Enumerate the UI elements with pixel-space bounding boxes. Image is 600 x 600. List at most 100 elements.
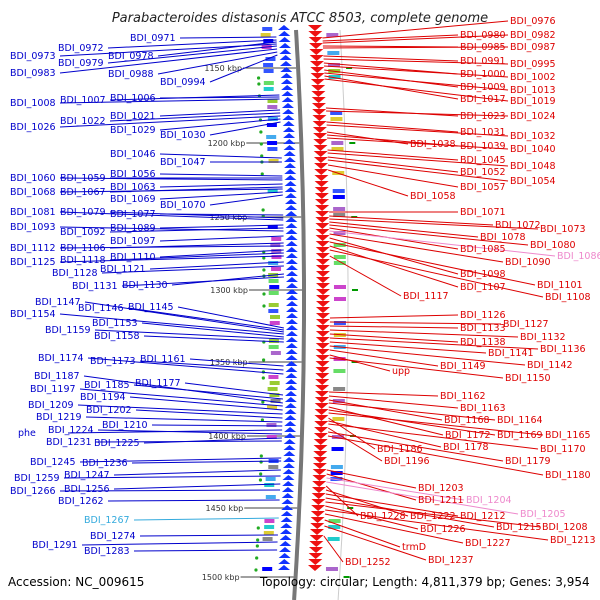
left-gene-label: BDI_0983 bbox=[10, 68, 56, 79]
gene-feature bbox=[270, 351, 281, 355]
left-gene-label: BDI_1060 bbox=[10, 173, 56, 184]
left-leader-line bbox=[209, 194, 283, 206]
right-gene-label: BDI_1127 bbox=[503, 319, 549, 330]
left-gene-label: BDI_1077 bbox=[110, 209, 156, 220]
right-leader-line bbox=[329, 321, 502, 325]
reverse-gene-arrow bbox=[313, 145, 328, 151]
right-gene-label: BDI_1149 bbox=[440, 361, 486, 372]
gene-dot bbox=[261, 400, 265, 404]
reverse-gene-arrow bbox=[314, 181, 329, 187]
right-gene-label: BDI_1169 bbox=[497, 430, 543, 441]
reverse-gene-arrow bbox=[315, 379, 330, 385]
left-leader-line bbox=[159, 109, 281, 117]
forward-gene-arrow bbox=[285, 277, 298, 282]
right-leader-line bbox=[325, 107, 459, 117]
gene-feature bbox=[269, 393, 280, 397]
reverse-gene-arrow bbox=[315, 241, 330, 247]
forward-gene-arrow bbox=[277, 565, 290, 570]
left-gene-label: BDI_1283 bbox=[84, 546, 130, 557]
reverse-gene-arrow bbox=[313, 451, 328, 457]
right-leader-line bbox=[326, 481, 519, 515]
reverse-gene-arrow bbox=[313, 133, 328, 139]
right-leader-line bbox=[329, 237, 459, 275]
left-leader-line bbox=[109, 252, 284, 261]
right-gene-label: BDI_1211 bbox=[418, 495, 464, 506]
left-leader-line bbox=[127, 307, 284, 331]
forward-gene-arrow bbox=[281, 103, 294, 108]
right-leader-line bbox=[328, 399, 443, 421]
gene-feature bbox=[332, 195, 345, 199]
right-leader-line bbox=[325, 505, 419, 530]
reverse-gene-arrow bbox=[315, 313, 330, 319]
left-leader-line bbox=[97, 429, 283, 435]
gene-feature bbox=[332, 399, 345, 403]
right-leader-line bbox=[322, 45, 459, 48]
gene-feature bbox=[269, 381, 280, 385]
reverse-gene-arrow bbox=[312, 115, 327, 121]
forward-gene-arrow bbox=[285, 211, 298, 216]
left-leader-line bbox=[157, 41, 277, 57]
gene-feature bbox=[269, 321, 280, 325]
left-leader-line bbox=[133, 549, 278, 552]
right-leader-line bbox=[328, 420, 442, 448]
right-gene-label: BDI_1002 bbox=[510, 72, 556, 83]
right-leader-line bbox=[322, 34, 509, 44]
right-leader-line bbox=[326, 110, 509, 117]
forward-gene-arrow bbox=[285, 373, 298, 378]
reverse-gene-arrow bbox=[314, 169, 329, 175]
forward-gene-arrow bbox=[284, 193, 297, 198]
right-gene-label: BDI_1213 bbox=[550, 535, 596, 546]
right-leader-line bbox=[329, 230, 556, 257]
gene-feature bbox=[271, 237, 282, 241]
right-gene-label: BDI_1179 bbox=[505, 456, 551, 467]
accession-text: Accession: NC_009615 bbox=[8, 575, 144, 589]
left-gene-label: BDI_1266 bbox=[10, 486, 56, 497]
left-gene-label: BDI_1008 bbox=[10, 98, 56, 109]
left-gene-label: BDI_1197 bbox=[30, 384, 76, 395]
right-leader-line bbox=[329, 221, 479, 238]
forward-gene-arrow bbox=[283, 433, 296, 438]
reverse-gene-arrow bbox=[315, 265, 330, 271]
left-gene-label: BDI_1131 bbox=[72, 281, 118, 292]
forward-gene-arrow bbox=[284, 409, 297, 414]
left-gene-label: BDI_1224 bbox=[48, 425, 94, 436]
right-gene-label: BDI_1228 bbox=[360, 511, 406, 522]
left-leader-line bbox=[83, 375, 283, 404]
reverse-gene-arrow bbox=[315, 385, 330, 391]
left-gene-label: BDI_1219 bbox=[36, 412, 82, 423]
forward-gene-arrow bbox=[281, 91, 294, 96]
forward-gene-arrow bbox=[285, 259, 298, 264]
forward-gene-arrow bbox=[283, 151, 296, 156]
left-gene-label: BDI_1274 bbox=[90, 531, 136, 542]
gene-feature bbox=[267, 387, 278, 391]
reverse-gene-arrow bbox=[313, 139, 328, 145]
forward-gene-arrow bbox=[285, 367, 298, 372]
kbp-label: 1400 kbp bbox=[208, 432, 246, 441]
right-gene-label: BDI_1032 bbox=[510, 131, 556, 142]
left-leader-line bbox=[59, 48, 278, 74]
right-gene-label: BDI_1164 bbox=[497, 415, 543, 426]
gene-feature bbox=[267, 225, 278, 229]
reverse-gene-arrow bbox=[313, 439, 328, 445]
gene-dot bbox=[259, 130, 263, 134]
forward-gene-arrow bbox=[280, 511, 293, 516]
right-leader-line bbox=[329, 357, 504, 379]
forward-gene-arrow bbox=[284, 397, 297, 402]
reverse-gene-arrow bbox=[308, 37, 323, 43]
right-gene-label: BDI_1163 bbox=[460, 403, 506, 414]
reverse-gene-arrow bbox=[312, 127, 327, 133]
gene-dot bbox=[257, 82, 261, 86]
right-leader-line bbox=[329, 337, 539, 350]
left-leader-line bbox=[209, 54, 278, 83]
kbp-label: 1500 kbp bbox=[202, 573, 240, 582]
left-gene-label: BDI_1007 bbox=[60, 95, 106, 106]
forward-gene-arrow bbox=[284, 181, 297, 186]
left-gene-label: BDI_1153 bbox=[92, 318, 138, 329]
reverse-gene-arrow bbox=[315, 229, 330, 235]
right-gene-label: BDI_1023 bbox=[460, 111, 506, 122]
left-leader-line bbox=[159, 191, 283, 200]
gene-feature bbox=[268, 303, 279, 307]
right-gene-label: BDI_1039 bbox=[460, 141, 506, 152]
left-leader-line bbox=[189, 358, 284, 367]
right-gene-label: BDI_1058 bbox=[410, 191, 456, 202]
